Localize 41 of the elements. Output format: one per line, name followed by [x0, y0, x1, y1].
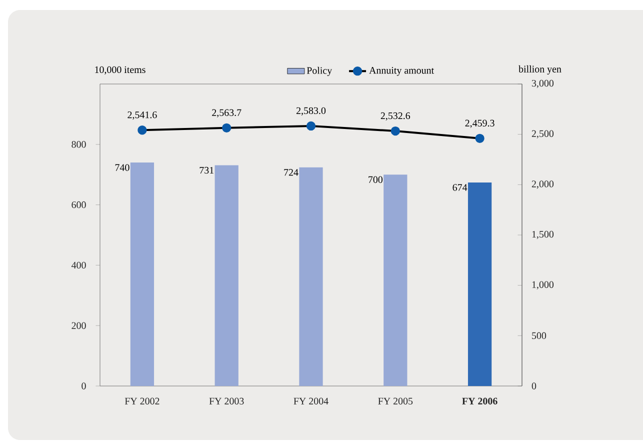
point [390, 126, 400, 136]
y2-tick-label: 1,000 [532, 281, 554, 290]
y-axis-title: 10,000 items [95, 66, 146, 74]
data-label: 674 [452, 184, 468, 191]
data-label: 2,563.7 [212, 109, 242, 118]
legend-label: Policy [306, 66, 332, 76]
y-tick-label: 0 [82, 382, 86, 390]
y2-axis-title: billion yen [518, 65, 562, 75]
point [306, 121, 316, 131]
y-tick-label: 200 [72, 322, 86, 329]
y-tick-label: 600 [72, 201, 86, 208]
point [222, 123, 232, 133]
data-label: 2,583.0 [296, 107, 326, 116]
bar [299, 167, 323, 386]
bar [384, 174, 408, 386]
data-label: 2,532.6 [380, 112, 410, 121]
y-tick-label: 400 [71, 262, 86, 269]
data-label: 2,541.6 [128, 112, 157, 120]
y2-tick-label: 500 [532, 332, 546, 340]
data-label: 740 [115, 164, 130, 171]
y2-tick-label: 2,000 [532, 180, 554, 189]
legend-label: Annuity amount [369, 67, 434, 76]
x-tick-label: FY 2005 [378, 398, 413, 404]
data-label: 700 [368, 176, 383, 184]
data-label: 731 [200, 166, 214, 174]
point [138, 126, 147, 135]
y2-tick-label: 0 [532, 382, 536, 390]
data-label: 2,459.3 [465, 120, 494, 128]
x-tick-label: FY 2006 [462, 398, 498, 404]
point [475, 134, 484, 144]
y2-tick-label: 1,500 [532, 230, 554, 240]
data-label: 724 [284, 169, 298, 176]
bar [130, 162, 154, 386]
bar [214, 165, 238, 386]
x-tick-label: FY 2004 [294, 398, 328, 404]
y2-tick-label: 3,000 [532, 80, 554, 88]
x-tick-label: FY 2003 [209, 398, 244, 404]
x-tick-label: FY 2002 [124, 398, 160, 404]
bar [468, 182, 492, 386]
y-tick-label: 800 [72, 141, 86, 148]
y2-tick-label: 2,500 [532, 130, 554, 138]
